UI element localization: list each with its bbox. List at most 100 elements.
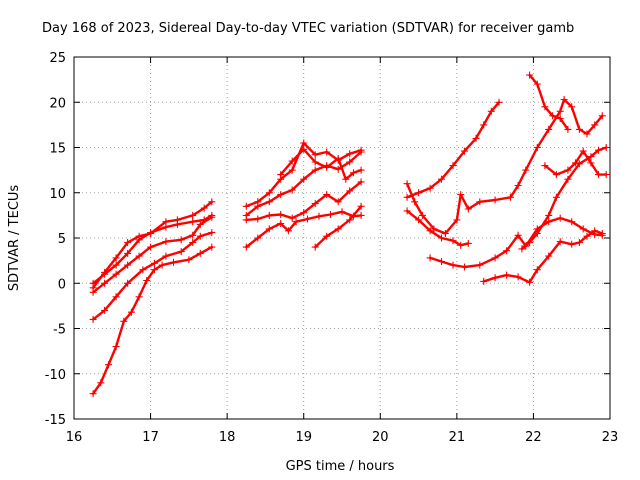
y-tick-label: -5 — [53, 323, 66, 338]
data-point — [491, 274, 499, 282]
data-point — [533, 144, 541, 151]
series-s11 — [277, 145, 365, 183]
series-s9 — [242, 148, 365, 219]
data-point — [568, 218, 576, 226]
data-point — [311, 243, 319, 251]
data-point — [288, 166, 296, 174]
data-point — [342, 175, 350, 183]
data-point — [357, 166, 365, 174]
data-point — [541, 162, 549, 170]
data-point — [602, 171, 610, 179]
data-point — [541, 103, 549, 111]
data-point — [300, 139, 308, 147]
series-line — [91, 216, 213, 294]
data-point — [208, 198, 216, 206]
series-line — [528, 73, 570, 131]
data-point — [135, 252, 143, 260]
series-s8 — [242, 178, 365, 224]
series-s16 — [480, 227, 606, 286]
data-point — [415, 216, 423, 224]
x-tick-label: 19 — [295, 430, 312, 445]
series-line — [482, 229, 604, 284]
series-s17 — [526, 71, 572, 133]
data-point — [265, 211, 273, 219]
series-line — [405, 98, 604, 235]
data-point — [177, 248, 185, 256]
data-point — [464, 205, 472, 213]
data-point — [346, 150, 354, 158]
y-tick-label: 20 — [49, 96, 66, 111]
data-point — [556, 107, 564, 115]
data-point — [304, 215, 311, 223]
series-s18 — [541, 147, 610, 179]
data-point — [147, 243, 155, 251]
data-point — [595, 171, 602, 179]
data-point — [526, 239, 534, 246]
data-point — [480, 277, 488, 285]
data-point — [254, 198, 262, 206]
data-point — [430, 225, 438, 233]
data-point — [552, 171, 560, 179]
series-line — [543, 149, 608, 176]
series-line — [405, 101, 501, 199]
data-point — [545, 211, 553, 219]
data-point — [491, 196, 499, 204]
data-point — [334, 165, 342, 173]
data-point — [242, 202, 250, 210]
data-point — [189, 211, 197, 219]
data-point — [208, 229, 216, 237]
data-point — [124, 239, 132, 246]
y-tick-label: -10 — [45, 368, 66, 383]
series-line — [520, 146, 608, 251]
series-line — [245, 210, 363, 249]
data-point — [418, 211, 426, 219]
data-point — [265, 189, 273, 197]
data-point — [587, 153, 595, 161]
data-point — [143, 277, 151, 284]
series-line — [405, 209, 470, 247]
data-point — [288, 214, 296, 222]
data-point — [189, 231, 197, 239]
chart-title: Day 168 of 2023, Sidereal Day-to-day VTE… — [42, 21, 574, 36]
x-tick-label: 16 — [66, 430, 83, 445]
data-point — [334, 198, 342, 206]
series-s19 — [518, 144, 610, 253]
data-point — [189, 218, 197, 226]
data-point — [311, 151, 319, 159]
series-s3 — [89, 213, 216, 296]
data-point — [549, 112, 557, 120]
data-point — [545, 252, 553, 260]
data-point — [288, 157, 296, 165]
data-point — [522, 166, 530, 174]
data-point — [514, 182, 522, 189]
data-point — [403, 193, 411, 201]
series-s5 — [89, 198, 216, 292]
data-point — [208, 243, 216, 251]
data-point — [150, 259, 158, 267]
data-point — [575, 125, 583, 133]
data-point — [323, 232, 331, 240]
data-point — [139, 266, 147, 274]
data-point — [426, 184, 434, 192]
series-s7 — [311, 202, 365, 251]
data-point — [105, 361, 112, 369]
data-point — [200, 204, 208, 212]
data-point — [591, 121, 599, 129]
x-tick-label: 18 — [219, 430, 236, 445]
data-point — [189, 239, 197, 246]
x-tick-label: 21 — [449, 430, 466, 445]
data-point — [579, 225, 587, 233]
data-point — [135, 293, 143, 301]
data-point — [89, 390, 97, 398]
series-s4 — [89, 211, 216, 287]
data-point — [426, 227, 434, 235]
data-point — [334, 154, 342, 162]
data-point — [127, 308, 135, 316]
data-point — [575, 160, 583, 168]
data-point — [124, 261, 132, 269]
data-point — [415, 189, 423, 197]
data-point — [112, 270, 120, 278]
data-point — [112, 254, 120, 262]
data-point — [514, 273, 522, 281]
data-point — [196, 220, 204, 228]
